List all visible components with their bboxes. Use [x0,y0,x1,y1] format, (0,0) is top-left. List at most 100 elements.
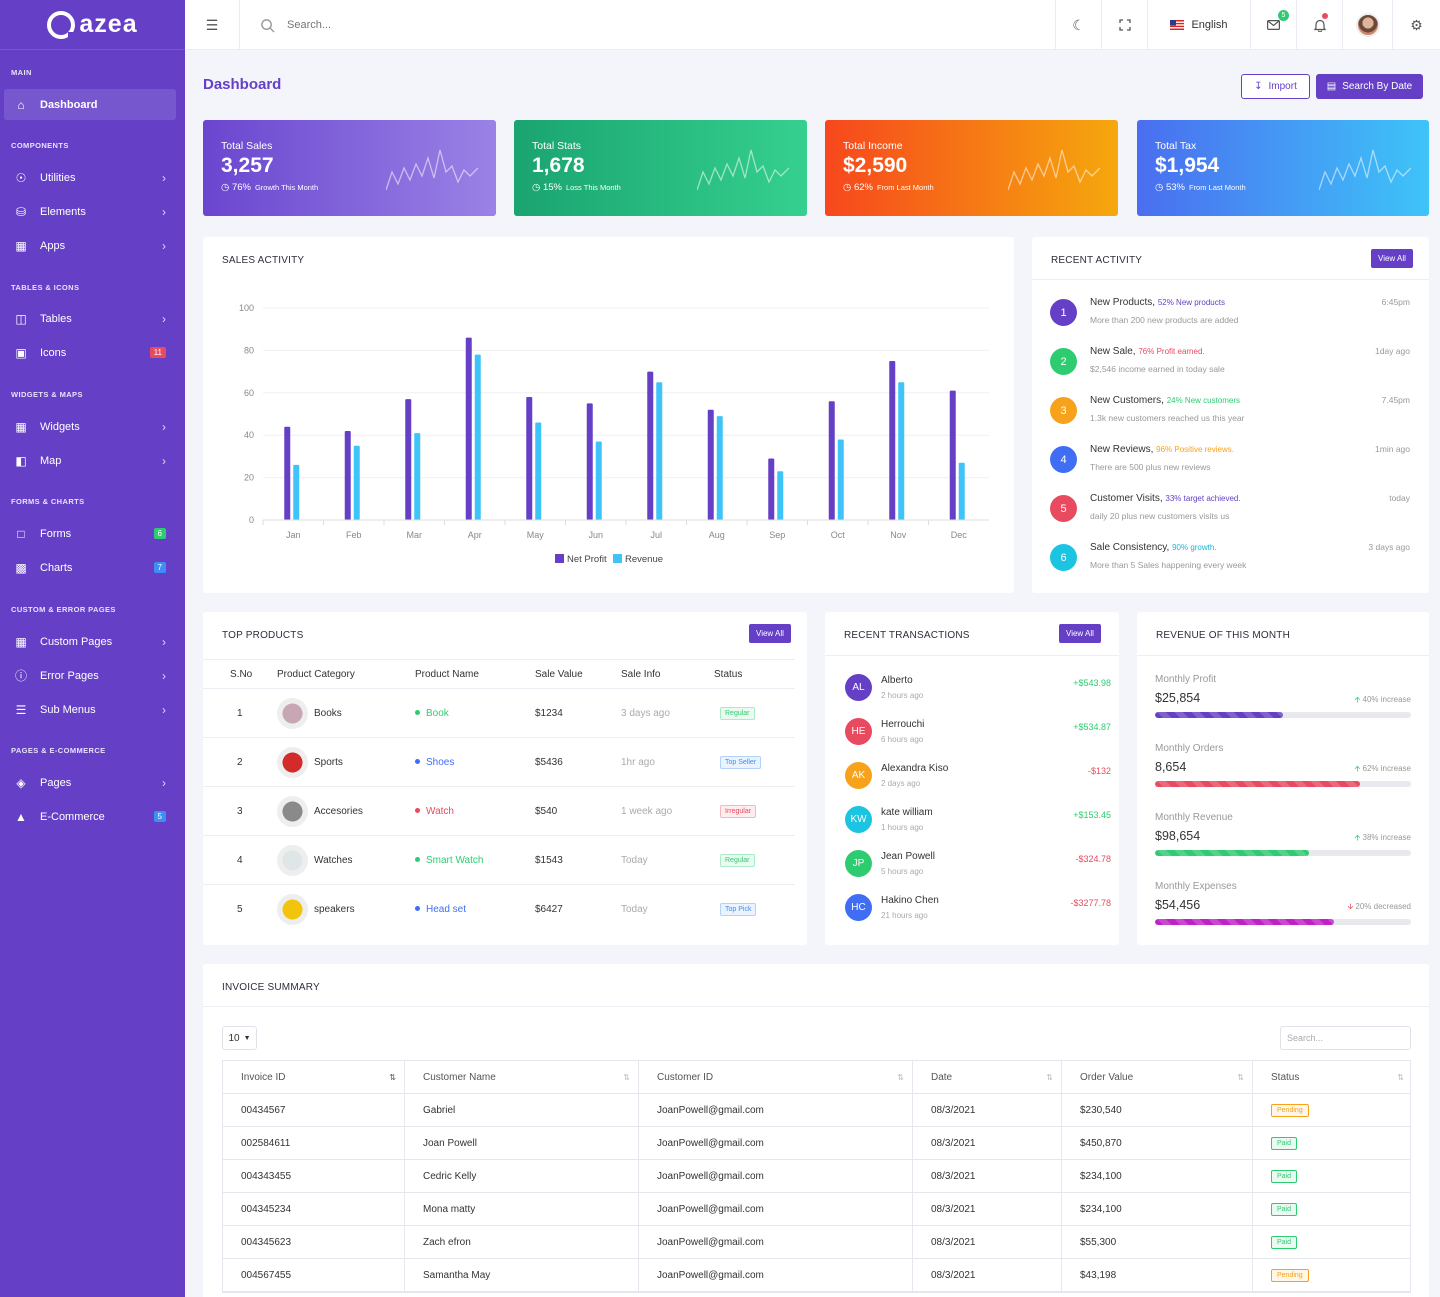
bar-net-profit[interactable] [768,458,775,520]
table-row[interactable]: 4 Watches Smart Watch $1543 Today Regular [203,835,795,884]
sidebar-item-apps[interactable]: ▦ Apps › [4,230,176,261]
bar-revenue[interactable] [716,416,723,520]
sale-value: $5436 [535,756,563,768]
grid-icon: ▦ [15,634,27,649]
sidebar-item-map[interactable]: ◧ Map › [4,445,176,476]
invoice-search-input[interactable]: Search... [1280,1026,1411,1050]
bar-net-profit[interactable] [828,401,835,520]
bar-net-profit[interactable] [707,409,714,520]
activity-desc: 1.3k new customers reached us this year [1090,413,1245,423]
topbar: ☰ ☾ English 5 ⚙ [185,0,1440,50]
sidebar-item-forms[interactable]: □ Forms 6 [4,518,176,549]
bar-revenue[interactable] [656,382,663,520]
product-name: Watch [415,806,454,817]
invoice-col-header[interactable]: Status ⇅ [1253,1061,1412,1094]
table-row[interactable]: 5 speakers Head set $6427 Today Top Pick [203,884,795,933]
bar-revenue[interactable] [535,422,542,520]
bar-net-profit[interactable] [284,426,291,520]
activity-heading: New Reviews, [1090,444,1154,455]
invoice-col-header[interactable]: Customer Name ⇅ [405,1061,639,1094]
table-row[interactable]: 004345623 Zach efron JoanPowell@gmail.com 0… [223,1226,1410,1259]
table-row[interactable]: 004343455 Cedric Kelly JoanPowell@gmail.co… [223,1160,1410,1193]
activity-item: 5 Customer Visits, 33% target achieved. da… [1050,493,1410,533]
import-button[interactable]: ↧ Import [1241,74,1310,99]
table-row[interactable]: 004567455 Samantha May JoanPowell@gmail.co… [223,1259,1410,1292]
activity-highlight: 52% New products [1157,298,1225,307]
bar-revenue[interactable] [958,462,965,520]
transaction-row[interactable]: JP Jean Powell 5 hours ago -$324.78 [843,848,1111,892]
invoice-col-header[interactable]: Date ⇅ [913,1061,1062,1094]
bar-revenue[interactable] [293,464,300,520]
bar-revenue[interactable] [474,354,481,520]
transaction-row[interactable]: AK Alexandra Kiso 2 days ago -$132 [843,760,1111,804]
bar-net-profit[interactable] [949,390,956,520]
sidebar-item-elements[interactable]: ⛁ Elements › [4,196,176,227]
table-row[interactable]: 004345234 Mona matty JoanPowell@gmail.com 0… [223,1193,1410,1226]
bar-net-profit[interactable] [647,371,654,520]
bar-revenue[interactable] [595,441,602,520]
products-view-all-button[interactable]: View All [749,624,791,643]
cell-text: $43,198 [1080,1270,1117,1281]
invoice-col-header[interactable]: Order Value ⇅ [1062,1061,1253,1094]
sidebar-item-pages[interactable]: ◈ Pages › [4,767,176,798]
bar-net-profit[interactable] [889,361,896,520]
page-length-select[interactable]: 10 ▼ [222,1026,257,1050]
bar-revenue[interactable] [837,439,844,520]
search-input[interactable] [287,19,487,31]
sales-activity-card: SALES ACTIVITY 0 20 40 60 80 100 Jan Feb Mar Apr M… [203,237,1014,593]
bar-net-profit[interactable] [586,403,593,520]
cell-text: 004567455 [241,1270,292,1281]
search-by-date-button[interactable]: ▤ Search By Date [1316,74,1423,99]
sidebar-item-tables[interactable]: ◫ Tables › [4,303,176,334]
invoice-col-header[interactable]: Invoice ID ⇅ [223,1061,405,1094]
bar-net-profit[interactable] [344,430,351,520]
sidebar-item-sub-menus[interactable]: ☰ Sub Menus › [4,694,176,725]
sidebar-item-custom-pages[interactable]: ▦ Custom Pages › [4,626,176,657]
brand-logo[interactable]: azea [0,0,185,50]
table-row[interactable]: 3 Accesories Watch $540 1 week ago Irregular [203,786,795,835]
sidebar-item-error-pages[interactable]: ⓘ Error Pages › [4,660,176,691]
fullscreen-button[interactable] [1101,0,1147,50]
menu-toggle-button[interactable]: ☰ [185,0,239,50]
table-row[interactable]: 00434567 Gabriel JoanPowell@gmail.com 08/3/… [223,1094,1410,1127]
sidebar-item-icons[interactable]: ▣ Icons 11 [4,337,176,368]
sidebar-section-3: WIDGETS & MAPS [11,389,83,399]
sidebar-item-widgets[interactable]: ▦ Widgets › [4,411,176,442]
settings-button[interactable]: ⚙ [1392,0,1440,50]
dark-mode-toggle[interactable]: ☾ [1055,0,1101,50]
stat-sub: ◷ 62% From Last Month [843,182,1100,193]
sidebar-item-dashboard[interactable]: ⌂ Dashboard [4,89,176,120]
transaction-row[interactable]: AL Alberto 2 hours ago +$543.98 [843,672,1111,716]
sidebar-section-5: CUSTOM & ERROR PAGES [11,604,116,614]
sidebar-item-e-commerce[interactable]: ▲ E-Commerce 5 [4,801,176,832]
profile-menu[interactable] [1342,0,1392,50]
messages-button[interactable]: 5 [1250,0,1296,50]
table-row[interactable]: 2 Sports Shoes $5436 1hr ago Top Seller [203,737,795,786]
bar-revenue[interactable] [414,433,421,520]
bar-revenue[interactable] [777,471,784,520]
language-selector[interactable]: English [1147,0,1250,50]
transactions-view-all-button[interactable]: View All [1059,624,1101,643]
bar-net-profit[interactable] [405,399,412,520]
table-row[interactable]: 002584611 Joan Powell JoanPowell@gmail.com… [223,1127,1410,1160]
chevron-right-icon: › [162,668,166,683]
chevron-right-icon: › [162,204,166,219]
grid-icon: ▦ [15,238,27,253]
transaction-row[interactable]: HE Herrouchi 6 hours ago +$534.87 [843,716,1111,760]
bar-revenue[interactable] [353,445,360,520]
stat-pct: 76% [231,182,251,193]
activity-item: 3 New Customers, 24% New customers 1.3k ne… [1050,395,1410,435]
sidebar-item-charts[interactable]: ▩ Charts 7 [4,552,176,583]
bar-revenue[interactable] [898,382,905,520]
table-row[interactable]: 1 Books Book $1234 3 days ago Regular [203,688,795,737]
sidebar-item-utilities[interactable]: ☉ Utilities › [4,162,176,193]
activity-view-all-button[interactable]: View All [1371,249,1413,268]
invoice-col-header[interactable]: Customer ID ⇅ [639,1061,913,1094]
notifications-button[interactable] [1296,0,1342,50]
sort-icon: ⇅ [1397,1073,1404,1082]
bar-net-profit[interactable] [465,337,472,520]
bar-net-profit[interactable] [526,397,533,520]
sidebar-item-label: E-Commerce [40,810,105,823]
transaction-row[interactable]: KW kate william 1 hours ago +$153.45 [843,804,1111,848]
transaction-row[interactable]: HC Hakino Chen 21 hours ago -$3277.78 [843,892,1111,936]
